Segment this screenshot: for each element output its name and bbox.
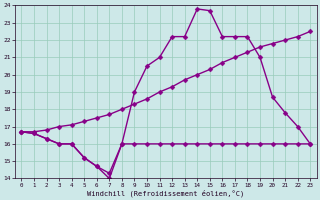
X-axis label: Windchill (Refroidissement éolien,°C): Windchill (Refroidissement éolien,°C) xyxy=(87,189,244,197)
